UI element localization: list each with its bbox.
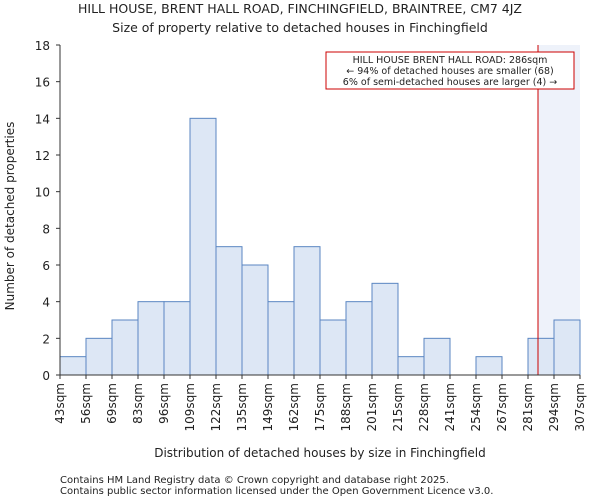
x-tick-label-96sqm: 96sqm <box>157 383 171 424</box>
x-tick-label-267sqm: 267sqm <box>495 383 509 431</box>
bar-281sqm <box>527 337 555 376</box>
x-tick-label-254sqm: 254sqm <box>469 383 483 431</box>
chart-subtitle: Size of property relative to detached ho… <box>112 20 488 35</box>
bar-69sqm <box>111 319 139 376</box>
bar-215sqm <box>397 356 425 376</box>
y-ticks: 0 2 4 6 8 10 12 14 16 18 <box>35 39 60 383</box>
annotation-line-2: ← 94% of detached houses are smaller (68… <box>346 66 553 77</box>
bar-135sqm <box>241 264 269 376</box>
bar-83sqm <box>137 301 165 376</box>
x-tick-label-122sqm: 122sqm <box>209 383 223 431</box>
plot-area: 0 2 4 6 8 10 12 14 16 18 43sqm 56sqm 69sqm 83sqm 96sq… <box>35 39 587 431</box>
y-tick-label-18: 18 <box>35 39 50 53</box>
x-tick-label-135sqm: 135sqm <box>235 383 249 431</box>
x-tick-label-188sqm: 188sqm <box>339 383 353 431</box>
y-tick-label-14: 14 <box>35 112 50 126</box>
x-tick-label-294sqm: 294sqm <box>547 383 561 431</box>
x-tick-label-215sqm: 215sqm <box>391 383 405 431</box>
x-tick-label-228sqm: 228sqm <box>417 383 431 431</box>
bar-254sqm <box>475 356 503 376</box>
y-tick-label-6: 6 <box>42 259 50 273</box>
x-tick-label-56sqm: 56sqm <box>79 383 93 424</box>
bar-201sqm <box>371 282 399 376</box>
x-tick-label-281sqm: 281sqm <box>521 383 535 431</box>
bar-162sqm <box>293 246 321 376</box>
y-axis-label: Number of detached properties <box>3 122 17 311</box>
x-ticks: 43sqm 56sqm 69sqm 83sqm 96sqm 109sqm 122sqm 135… <box>53 375 587 431</box>
x-tick-label-175sqm: 175sqm <box>313 383 327 431</box>
y-tick-label-12: 12 <box>35 149 50 163</box>
bar-228sqm <box>423 337 451 376</box>
y-tick-label-16: 16 <box>35 76 50 90</box>
footer-line-1: Contains HM Land Registry data © Crown c… <box>60 475 449 486</box>
x-tick-label-201sqm: 201sqm <box>365 383 379 431</box>
x-tick-label-43sqm: 43sqm <box>53 383 67 424</box>
x-tick-label-149sqm: 149sqm <box>261 383 275 431</box>
x-tick-label-69sqm: 69sqm <box>105 383 119 424</box>
bar-149sqm <box>267 301 295 376</box>
bar-294sqm <box>553 319 581 376</box>
y-tick-label-0: 0 <box>42 369 50 383</box>
y-tick-label-2: 2 <box>42 332 50 346</box>
bar-43sqm <box>59 356 87 376</box>
y-tick-label-8: 8 <box>42 222 50 236</box>
bars <box>59 117 581 376</box>
x-tick-label-83sqm: 83sqm <box>131 383 145 424</box>
bar-175sqm <box>319 319 347 376</box>
chart-title: HILL HOUSE, BRENT HALL ROAD, FINCHINGFIE… <box>78 1 522 16</box>
bar-122sqm <box>215 246 243 376</box>
x-tick-label-307sqm: 307sqm <box>573 383 587 431</box>
x-axis-label: Distribution of detached houses by size … <box>154 446 486 460</box>
annotation-line-1: HILL HOUSE BRENT HALL ROAD: 286sqm <box>353 55 548 66</box>
bar-188sqm <box>345 301 373 376</box>
bar-109sqm <box>189 117 217 376</box>
bar-56sqm <box>85 337 113 376</box>
x-tick-label-162sqm: 162sqm <box>287 383 301 431</box>
footer-line-2: Contains public sector information licen… <box>60 486 493 497</box>
x-tick-label-109sqm: 109sqm <box>183 383 197 431</box>
bar-96sqm <box>163 301 191 376</box>
y-tick-label-4: 4 <box>42 296 50 310</box>
x-tick-label-241sqm: 241sqm <box>443 383 457 431</box>
y-tick-label-10: 10 <box>35 186 50 200</box>
annotation-line-3: 6% of semi-detached houses are larger (4… <box>343 77 557 88</box>
annotation-box: HILL HOUSE BRENT HALL ROAD: 286sqm ← 94%… <box>325 51 575 90</box>
